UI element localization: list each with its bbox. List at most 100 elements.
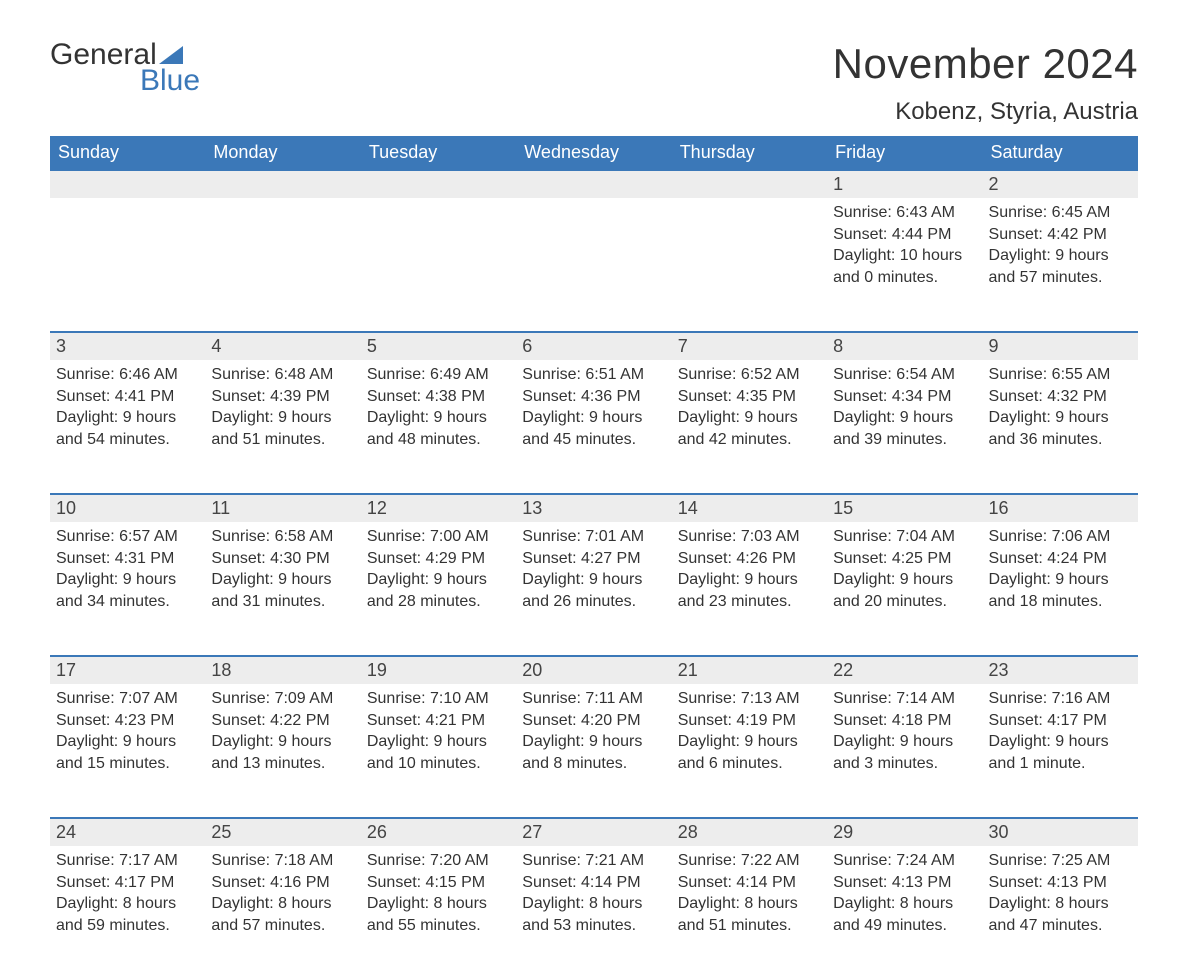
daylight-line1: Daylight: 8 hours [989, 893, 1132, 915]
day-number: 9 [983, 332, 1138, 360]
day-number: 30 [983, 818, 1138, 846]
sunset-text: Sunset: 4:17 PM [56, 872, 199, 894]
day-detail: Sunrise: 7:06 AMSunset: 4:24 PMDaylight:… [983, 522, 1138, 656]
day-detail: Sunrise: 7:00 AMSunset: 4:29 PMDaylight:… [361, 522, 516, 656]
daylight-line2: and 45 minutes. [522, 429, 665, 451]
day-number: 28 [672, 818, 827, 846]
sunset-text: Sunset: 4:30 PM [211, 548, 354, 570]
sunrise-text: Sunrise: 6:51 AM [522, 364, 665, 386]
daylight-line1: Daylight: 9 hours [522, 569, 665, 591]
day-detail: Sunrise: 7:13 AMSunset: 4:19 PMDaylight:… [672, 684, 827, 818]
daylight-line2: and 13 minutes. [211, 753, 354, 775]
day-number: 2 [983, 170, 1138, 198]
sunrise-text: Sunrise: 7:01 AM [522, 526, 665, 548]
empty-day-detail [516, 198, 671, 332]
day-header: Friday [827, 136, 982, 170]
empty-day-detail [672, 198, 827, 332]
daylight-line2: and 57 minutes. [989, 267, 1132, 289]
daylight-line2: and 48 minutes. [367, 429, 510, 451]
day-detail: Sunrise: 7:11 AMSunset: 4:20 PMDaylight:… [516, 684, 671, 818]
day-number: 5 [361, 332, 516, 360]
daylight-line1: Daylight: 8 hours [833, 893, 976, 915]
sunset-text: Sunset: 4:32 PM [989, 386, 1132, 408]
day-number: 20 [516, 656, 671, 684]
empty-day-number [205, 170, 360, 198]
sunset-text: Sunset: 4:31 PM [56, 548, 199, 570]
sunrise-text: Sunrise: 6:54 AM [833, 364, 976, 386]
day-detail: Sunrise: 6:46 AMSunset: 4:41 PMDaylight:… [50, 360, 205, 494]
day-number: 10 [50, 494, 205, 522]
empty-day-detail [361, 198, 516, 332]
day-header: Wednesday [516, 136, 671, 170]
daylight-line2: and 42 minutes. [678, 429, 821, 451]
week-number-row: 17181920212223 [50, 656, 1138, 684]
day-detail: Sunrise: 7:07 AMSunset: 4:23 PMDaylight:… [50, 684, 205, 818]
day-detail: Sunrise: 7:16 AMSunset: 4:17 PMDaylight:… [983, 684, 1138, 818]
daylight-line1: Daylight: 9 hours [678, 731, 821, 753]
sunset-text: Sunset: 4:22 PM [211, 710, 354, 732]
daylight-line2: and 55 minutes. [367, 915, 510, 937]
daylight-line2: and 15 minutes. [56, 753, 199, 775]
sunrise-text: Sunrise: 7:00 AM [367, 526, 510, 548]
daylight-line2: and 51 minutes. [678, 915, 821, 937]
sunrise-text: Sunrise: 7:04 AM [833, 526, 976, 548]
day-detail: Sunrise: 6:52 AMSunset: 4:35 PMDaylight:… [672, 360, 827, 494]
daylight-line1: Daylight: 8 hours [211, 893, 354, 915]
sunset-text: Sunset: 4:36 PM [522, 386, 665, 408]
sunset-text: Sunset: 4:19 PM [678, 710, 821, 732]
day-number: 16 [983, 494, 1138, 522]
daylight-line1: Daylight: 9 hours [56, 731, 199, 753]
week-detail-row: Sunrise: 6:57 AMSunset: 4:31 PM Daylight:… [50, 522, 1138, 656]
daylight-line1: Daylight: 9 hours [678, 569, 821, 591]
sunrise-text: Sunrise: 7:25 AM [989, 850, 1132, 872]
sunrise-text: Sunrise: 7:07 AM [56, 688, 199, 710]
day-number: 27 [516, 818, 671, 846]
sunset-text: Sunset: 4:16 PM [211, 872, 354, 894]
daylight-line1: Daylight: 9 hours [522, 731, 665, 753]
daylight-line2: and 18 minutes. [989, 591, 1132, 613]
day-header: Thursday [672, 136, 827, 170]
sunset-text: Sunset: 4:35 PM [678, 386, 821, 408]
sunrise-text: Sunrise: 7:03 AM [678, 526, 821, 548]
daylight-line1: Daylight: 8 hours [56, 893, 199, 915]
sunset-text: Sunset: 4:13 PM [989, 872, 1132, 894]
day-detail: Sunrise: 7:20 AMSunset: 4:15 PMDaylight:… [361, 846, 516, 980]
daylight-line2: and 34 minutes. [56, 591, 199, 613]
sunrise-text: Sunrise: 7:21 AM [522, 850, 665, 872]
day-detail: Sunrise: 7:24 AMSunset: 4:13 PMDaylight:… [827, 846, 982, 980]
sunrise-text: Sunrise: 7:18 AM [211, 850, 354, 872]
day-number: 29 [827, 818, 982, 846]
sunset-text: Sunset: 4:27 PM [522, 548, 665, 570]
sunrise-text: Sunrise: 7:17 AM [56, 850, 199, 872]
day-detail: Sunrise: 7:21 AMSunset: 4:14 PMDaylight:… [516, 846, 671, 980]
day-detail: Sunrise: 6:58 AMSunset: 4:30 PMDaylight:… [205, 522, 360, 656]
daylight-line1: Daylight: 9 hours [367, 407, 510, 429]
sunrise-text: Sunrise: 6:57 AM [56, 526, 199, 548]
day-detail: Sunrise: 6:55 AMSunset: 4:32 PMDaylight:… [983, 360, 1138, 494]
daylight-line1: Daylight: 9 hours [211, 407, 354, 429]
day-number: 12 [361, 494, 516, 522]
day-number: 13 [516, 494, 671, 522]
day-header: Saturday [983, 136, 1138, 170]
daylight-line1: Daylight: 9 hours [989, 731, 1132, 753]
day-detail: Sunrise: 7:14 AMSunset: 4:18 PMDaylight:… [827, 684, 982, 818]
daylight-line1: Daylight: 10 hours [833, 245, 976, 267]
day-number: 15 [827, 494, 982, 522]
daylight-line1: Daylight: 9 hours [211, 569, 354, 591]
day-detail: Sunrise: 6:43 AMSunset: 4:44 PMDaylight:… [827, 198, 982, 332]
sunset-text: Sunset: 4:44 PM [833, 224, 976, 246]
sunrise-text: Sunrise: 6:52 AM [678, 364, 821, 386]
empty-day-detail [205, 198, 360, 332]
logo-text-bottom: Blue [140, 66, 200, 96]
day-detail: Sunrise: 7:03 AMSunset: 4:26 PMDaylight:… [672, 522, 827, 656]
daylight-line2: and 6 minutes. [678, 753, 821, 775]
daylight-line2: and 20 minutes. [833, 591, 976, 613]
daylight-line1: Daylight: 9 hours [678, 407, 821, 429]
day-number: 7 [672, 332, 827, 360]
week-number-row: 12 [50, 170, 1138, 198]
sunrise-text: Sunrise: 6:48 AM [211, 364, 354, 386]
week-number-row: 3456789 [50, 332, 1138, 360]
daylight-line2: and 47 minutes. [989, 915, 1132, 937]
sunset-text: Sunset: 4:14 PM [522, 872, 665, 894]
sunset-text: Sunset: 4:41 PM [56, 386, 199, 408]
